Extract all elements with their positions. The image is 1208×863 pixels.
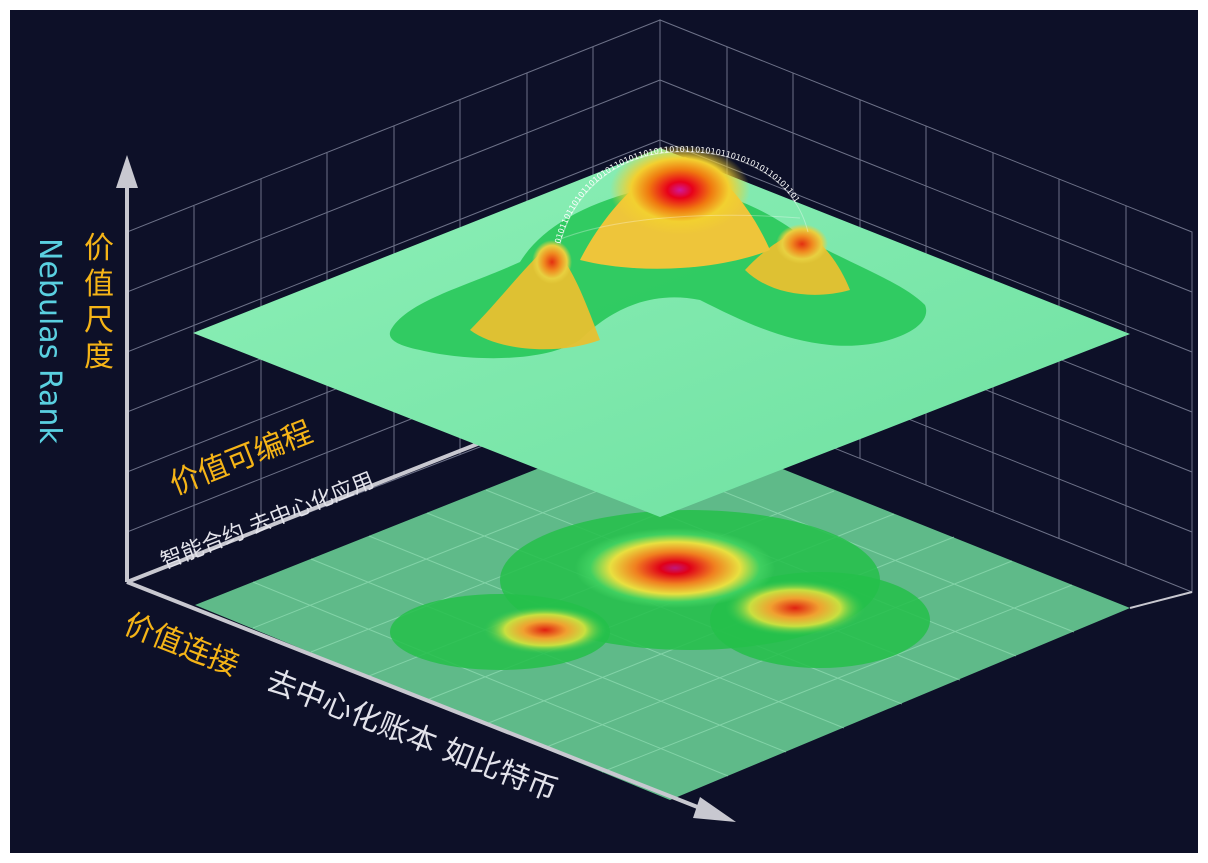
- y-axis-label-en: Nebulas Rank: [32, 238, 67, 444]
- axes: [116, 155, 1193, 822]
- binary-arc-line-lower: [557, 214, 801, 241]
- left-peak-top: [532, 240, 572, 284]
- heat-peak-left: [483, 606, 607, 654]
- heat-peak-right: [725, 580, 865, 636]
- x-axis: [126, 580, 701, 810]
- depth-axis: [126, 441, 481, 584]
- binary-arc-line: [559, 151, 809, 245]
- y-axis-arrow: [116, 155, 138, 188]
- upper-plane: 0101101101011010101101011010110101101010…: [193, 145, 1130, 517]
- x-axis-arrow: [693, 797, 736, 822]
- right-peak-top: [776, 224, 828, 264]
- main-peak-top: [610, 145, 750, 235]
- heat-peak-main: [575, 528, 775, 608]
- upper-surface: [193, 148, 1130, 517]
- y-axis-title: 价值尺度 Nebulas Rank: [32, 231, 114, 444]
- y-axis-label-zh: 价值尺度: [84, 231, 114, 374]
- floor-edge-right: [1129, 591, 1193, 609]
- bottom-plane: [195, 420, 1130, 800]
